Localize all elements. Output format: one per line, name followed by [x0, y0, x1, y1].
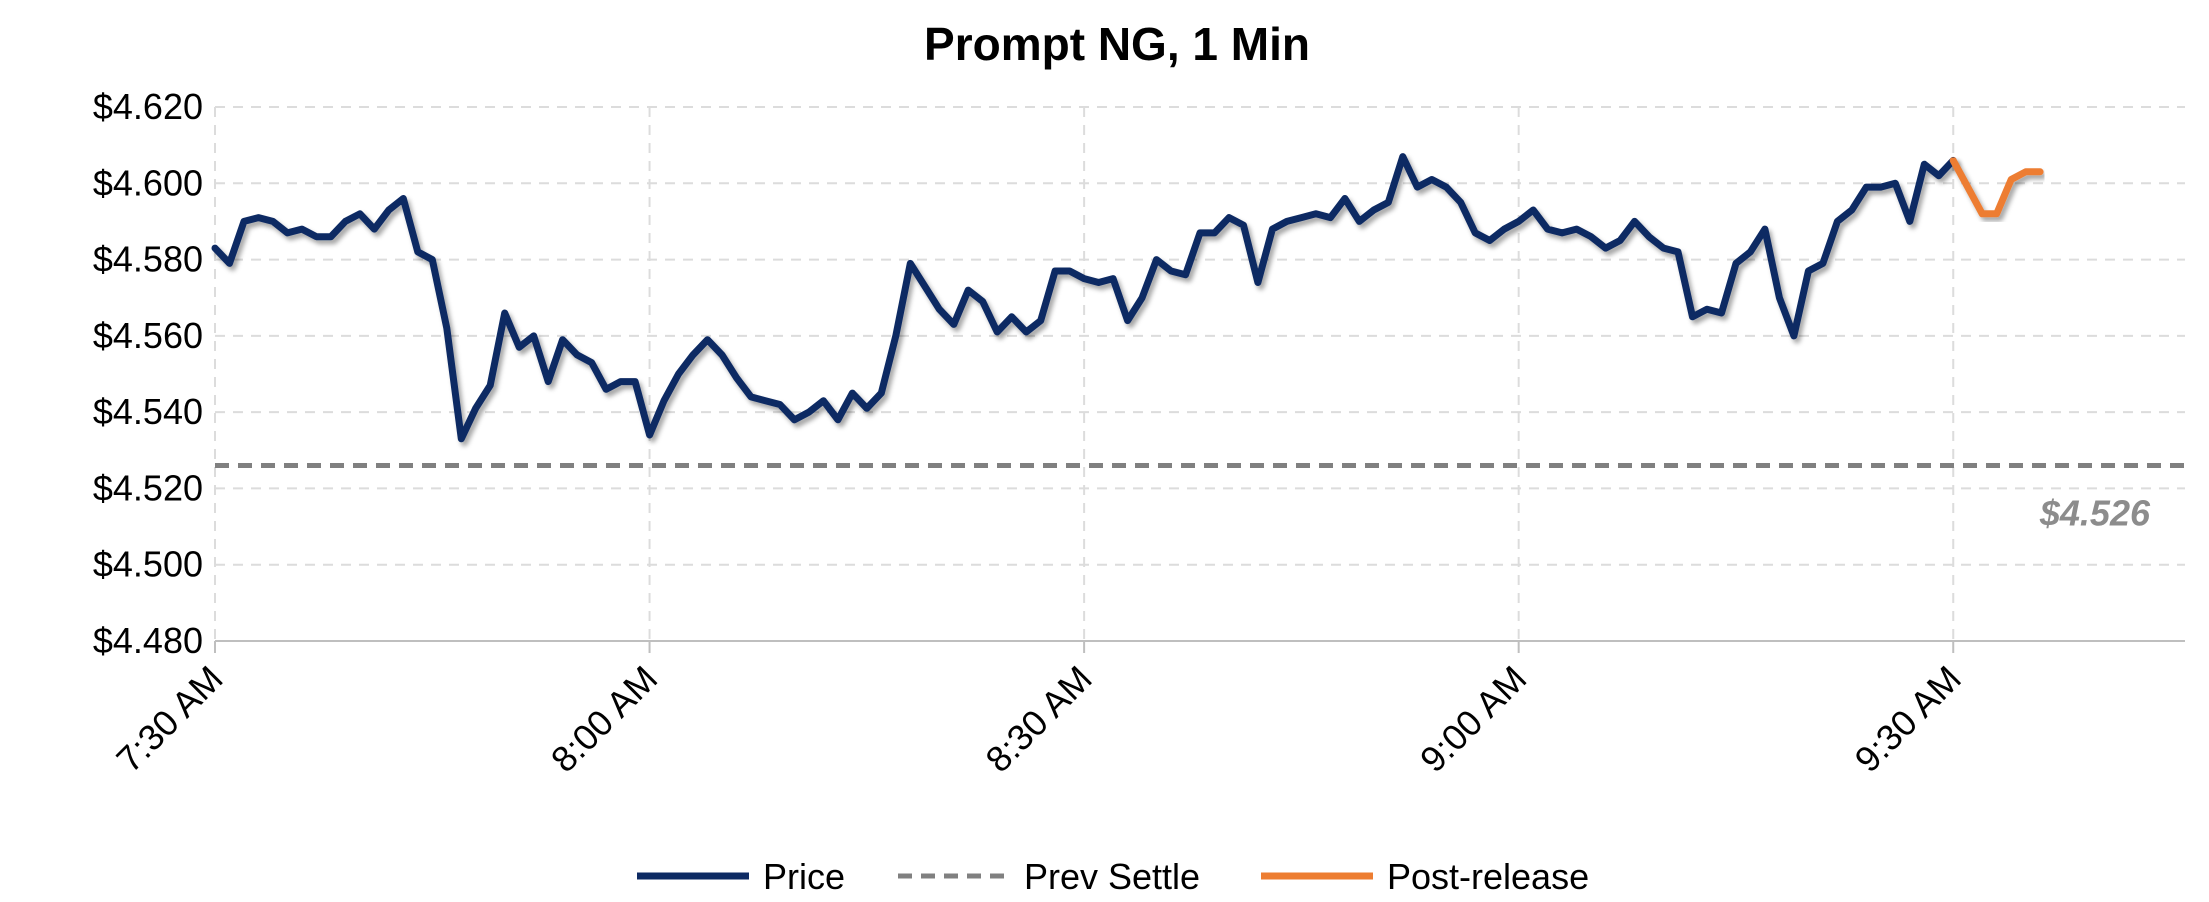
series-line-post-release — [1949, 156, 2044, 218]
prev-settle-value-label: $4.526 — [2039, 493, 2151, 534]
legend-label-price: Price — [763, 856, 845, 897]
legend: Price Prev Settle Post-release — [637, 856, 1589, 897]
y-tick-label: $4.520 — [93, 467, 203, 508]
y-axis: $4.480 $4.500 $4.520 $4.540 $4.560 $4.580 $4.6… — [93, 86, 203, 661]
x-tick-label: 9:00 AM — [1412, 658, 1534, 780]
y-tick-label: $4.600 — [93, 162, 203, 203]
y-tick-label: $4.500 — [93, 544, 203, 585]
chart-title: Prompt NG, 1 Min — [924, 18, 1310, 70]
y-tick-label: $4.560 — [93, 315, 203, 356]
annotation-layer: $4.526 — [2039, 493, 2151, 534]
x-tick-label: 7:30 AM — [108, 658, 230, 780]
x-tick-label: 8:30 AM — [977, 658, 1099, 780]
x-axis: 7:30 AM 8:00 AM 8:30 AM 9:00 AM 9:30 AM — [108, 640, 2185, 780]
y-tick-label: $4.620 — [93, 86, 203, 127]
series-layer — [211, 153, 2185, 468]
x-tick-label: 9:30 AM — [1846, 658, 1968, 780]
y-tick-label: $4.540 — [93, 391, 203, 432]
legend-label-post-release: Post-release — [1387, 856, 1589, 897]
legend-label-prev-settle: Prev Settle — [1024, 856, 1200, 897]
series-line-price — [211, 153, 1957, 443]
grid — [214, 106, 2185, 641]
x-tick-label: 8:00 AM — [543, 658, 665, 780]
y-tick-label: $4.480 — [93, 620, 203, 661]
y-tick-label: $4.580 — [93, 239, 203, 280]
